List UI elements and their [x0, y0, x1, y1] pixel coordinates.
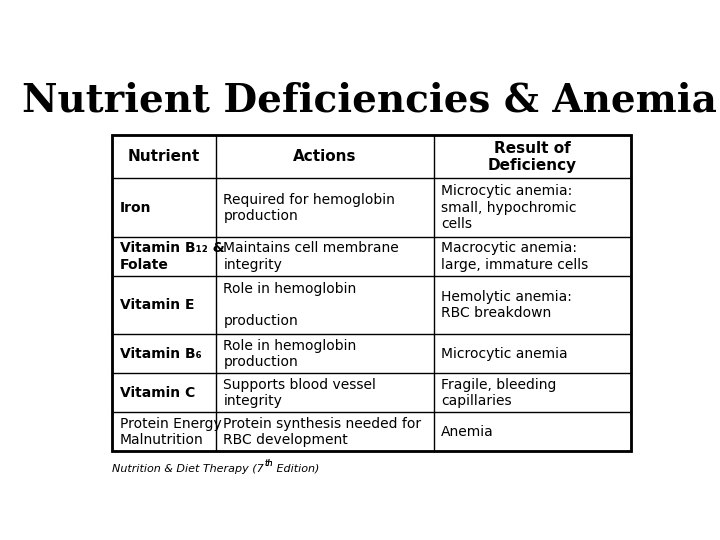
Text: Microcytic anemia: Microcytic anemia [441, 347, 568, 361]
Text: Protein Energy
Malnutrition: Protein Energy Malnutrition [120, 417, 221, 447]
Text: Vitamin E: Vitamin E [120, 298, 194, 312]
Text: Required for hemoglobin
production: Required for hemoglobin production [223, 193, 395, 223]
Text: Role in hemoglobin
production: Role in hemoglobin production [223, 339, 356, 369]
Text: Nutrient: Nutrient [128, 150, 200, 165]
Text: Vitamin B₆: Vitamin B₆ [120, 347, 202, 361]
Text: Actions: Actions [293, 150, 357, 165]
Text: Nutrient Deficiencies & Anemia: Nutrient Deficiencies & Anemia [22, 82, 716, 119]
Text: Hemolytic anemia:
RBC breakdown: Hemolytic anemia: RBC breakdown [441, 290, 572, 320]
Text: th: th [264, 460, 273, 469]
Text: Edition): Edition) [273, 464, 319, 474]
Text: Vitamin B₁₂ &
Folate: Vitamin B₁₂ & Folate [120, 241, 225, 272]
Text: Vitamin C: Vitamin C [120, 386, 195, 400]
Text: Fragile, bleeding
capillaries: Fragile, bleeding capillaries [441, 378, 557, 408]
Text: Macrocytic anemia:
large, immature cells: Macrocytic anemia: large, immature cells [441, 241, 588, 272]
Text: Role in hemoglobin

production: Role in hemoglobin production [223, 282, 356, 328]
Text: Nutrition & Diet Therapy (7: Nutrition & Diet Therapy (7 [112, 464, 264, 474]
Text: Protein synthesis needed for
RBC development: Protein synthesis needed for RBC develop… [223, 417, 421, 447]
Text: Result of
Deficiency: Result of Deficiency [488, 141, 577, 173]
Text: Microcytic anemia:
small, hypochromic
cells: Microcytic anemia: small, hypochromic ce… [441, 185, 577, 231]
Text: th: th [264, 460, 273, 469]
Text: Anemia: Anemia [441, 425, 494, 439]
Text: Supports blood vessel
integrity: Supports blood vessel integrity [223, 378, 377, 408]
Text: Iron: Iron [120, 201, 151, 215]
Text: Maintains cell membrane
integrity: Maintains cell membrane integrity [223, 241, 399, 272]
